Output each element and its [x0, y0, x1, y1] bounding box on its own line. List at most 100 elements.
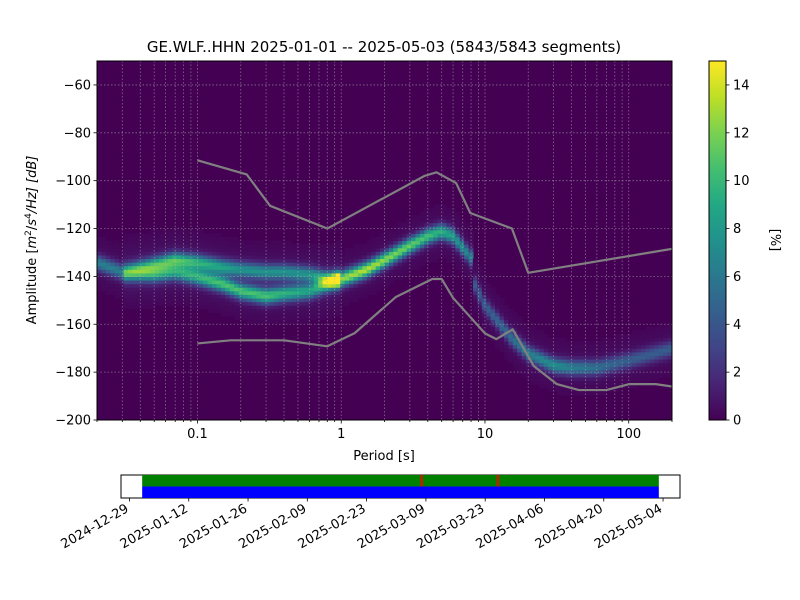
heatmap-cell — [185, 294, 191, 299]
heatmap-cell — [251, 269, 257, 274]
heatmap-cell — [477, 265, 483, 270]
heatmap-cell — [512, 355, 518, 360]
heatmap-cell — [327, 265, 333, 270]
heatmap-cell — [220, 251, 226, 256]
heatmap-cell — [388, 279, 394, 285]
heatmap-cell — [318, 301, 324, 306]
heatmap-cell — [203, 233, 209, 238]
heatmap-cell — [256, 279, 262, 285]
heatmap-cell — [583, 351, 589, 356]
heatmap-cell — [508, 351, 514, 356]
heatmap-cell — [384, 244, 390, 249]
heatmap-cell — [176, 251, 182, 256]
heatmap-cell — [543, 366, 549, 371]
heatmap-cell — [327, 272, 333, 277]
heatmap-cell — [636, 355, 642, 360]
heatmap-cell — [636, 333, 642, 339]
heatmap-cell — [247, 308, 253, 313]
heatmap-cell — [154, 262, 160, 267]
heatmap-cell — [220, 236, 226, 242]
heatmap-cell — [242, 279, 248, 285]
heatmap-cell — [375, 244, 381, 249]
heatmap-cell — [114, 240, 120, 245]
heatmap-cell — [216, 254, 222, 260]
colorbar-tick-label: 4 — [733, 318, 741, 333]
heatmap-cell — [256, 276, 262, 281]
heatmap-cell — [282, 258, 288, 263]
heatmap-cell — [596, 348, 602, 353]
heatmap-cell — [296, 305, 302, 310]
heatmap-cell — [472, 294, 478, 299]
heatmap-cell — [610, 348, 616, 353]
heatmap-cell — [583, 376, 589, 382]
heatmap-cell — [512, 344, 518, 349]
heatmap-cell — [437, 247, 443, 252]
heatmap-cell — [158, 294, 164, 299]
heatmap-cell — [322, 297, 328, 303]
heatmap-cell — [242, 294, 248, 299]
heatmap-cell — [265, 305, 271, 310]
heatmap-cell — [539, 366, 545, 371]
heatmap-cell — [322, 312, 328, 317]
heatmap-cell — [353, 272, 359, 277]
heatmap-cell — [304, 319, 310, 324]
heatmap-cell — [216, 294, 222, 299]
heatmap-cell — [154, 272, 160, 277]
heatmap-cell — [309, 290, 315, 295]
heatmap-cell — [331, 294, 337, 299]
heatmap-cell — [176, 269, 182, 274]
heatmap-cell — [663, 344, 669, 349]
heatmap-cell — [570, 366, 576, 371]
heatmap-cell — [663, 369, 669, 374]
heatmap-cell — [216, 262, 222, 267]
heatmap-cell — [123, 247, 129, 252]
heatmap-cell — [176, 226, 182, 231]
heatmap-cell — [300, 272, 306, 277]
heatmap-cell — [437, 244, 443, 249]
heatmap-cell — [296, 315, 302, 321]
heatmap-cell — [110, 262, 116, 267]
heatmap-cell — [557, 341, 563, 346]
heatmap-cell — [596, 366, 602, 371]
heatmap-cell — [459, 258, 465, 263]
heatmap-cell — [309, 283, 315, 288]
heatmap-cell — [601, 351, 607, 356]
heatmap-cell — [300, 312, 306, 317]
heatmap-cell — [366, 254, 372, 260]
heatmap-cell — [340, 276, 346, 281]
heatmap-cell — [229, 287, 235, 292]
heatmap-cell — [300, 279, 306, 285]
heatmap-cell — [592, 351, 598, 356]
heatmap-cell — [172, 247, 178, 252]
heatmap-cell — [207, 269, 213, 274]
heatmap-cell — [658, 344, 664, 349]
heatmap-cell — [565, 351, 571, 356]
heatmap-cell — [265, 312, 271, 317]
heatmap-cell — [256, 290, 262, 295]
heatmap-cell — [654, 369, 660, 374]
heatmap-cell — [667, 355, 672, 360]
heatmap-cell — [225, 244, 231, 249]
heatmap-cell — [481, 294, 487, 299]
heatmap-cell — [552, 337, 558, 342]
heatmap-cell — [570, 369, 576, 374]
heatmap-cell — [198, 247, 204, 252]
heatmap-cell — [141, 294, 147, 299]
heatmap-cell — [101, 279, 107, 285]
heatmap-cell — [419, 244, 425, 249]
heatmap-cell — [220, 308, 226, 313]
heatmap-cell — [256, 294, 262, 299]
heatmap-cell — [105, 258, 111, 263]
heatmap-cell — [101, 276, 107, 281]
heatmap-cell — [207, 305, 213, 310]
heatmap-cell — [455, 258, 461, 263]
heatmap-cell — [132, 276, 138, 281]
heatmap-cell — [105, 247, 111, 252]
heatmap-cell — [353, 283, 359, 288]
heatmap-cell — [464, 229, 470, 234]
heatmap-cell — [287, 244, 293, 249]
heatmap-cell — [247, 244, 253, 249]
heatmap-cell — [242, 254, 248, 260]
heatmap-cell — [534, 337, 540, 342]
heatmap-cell — [225, 305, 231, 310]
